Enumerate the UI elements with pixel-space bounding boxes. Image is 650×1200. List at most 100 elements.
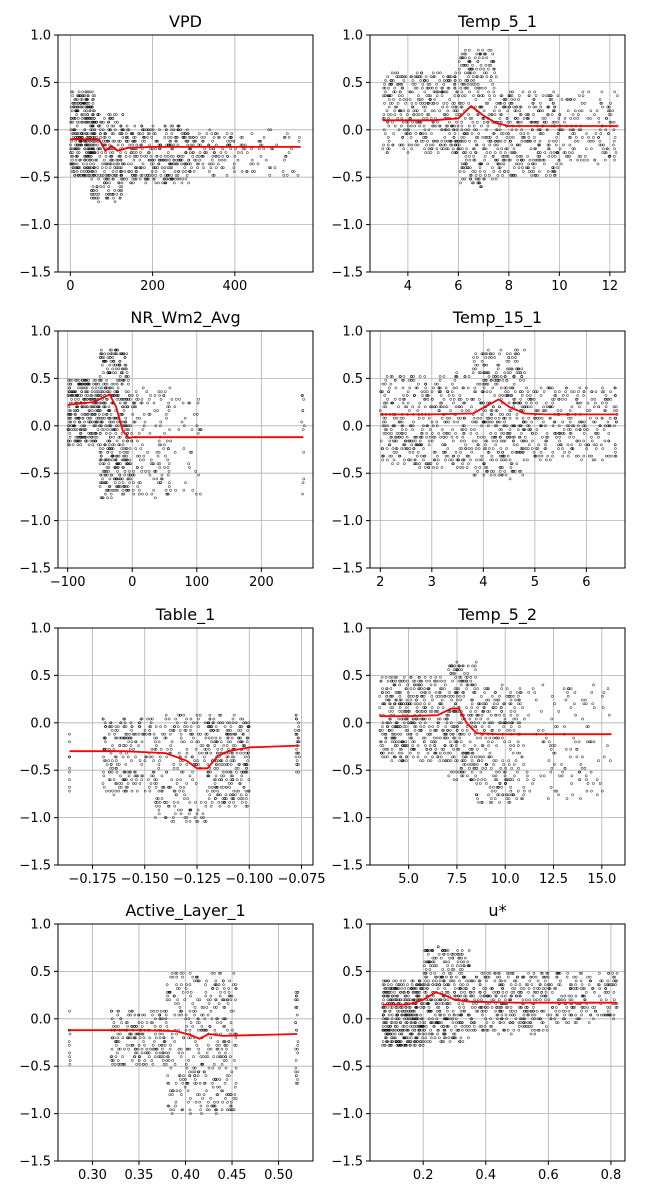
data-point [387,105,391,109]
data-point [396,117,400,120]
data-point [91,443,95,447]
data-point [79,101,83,105]
data-point [116,386,120,390]
data-point [101,413,105,416]
data-point [262,147,266,151]
data-point [513,98,516,101]
data-point [522,409,525,412]
data-point [105,378,108,382]
data-point [229,725,233,728]
data-point [158,759,162,763]
data-point [96,443,100,447]
data-point [181,177,185,181]
data-point [262,136,266,139]
data-point [102,181,106,185]
data-point [572,390,576,394]
data-point [503,371,507,375]
data-point [445,105,449,109]
data-point [132,492,136,496]
data-point [83,94,87,98]
data-point [445,101,449,105]
data-point [89,151,93,154]
data-point [405,394,409,397]
data-point [468,90,471,94]
data-point [165,128,168,132]
data-point [91,158,94,162]
data-point [399,75,402,79]
data-point [423,101,427,105]
data-point [74,158,78,162]
data-point [168,732,172,736]
data-point [147,397,151,401]
data-point [614,405,618,409]
data-point [197,717,200,721]
data-point [391,120,394,124]
data-point [87,435,91,439]
data-point [459,63,463,67]
data-point [493,151,497,154]
data-point [169,124,173,128]
data-point [180,420,184,424]
data-point [441,450,445,454]
data-point [385,375,389,378]
data-point [188,466,191,469]
data-point [69,143,72,147]
data-point [132,181,135,185]
data-point [120,192,123,196]
data-point [529,401,533,405]
data-point [109,413,113,416]
data-point [429,151,433,154]
data-point [165,158,168,162]
data-point [552,139,555,143]
data-point [187,136,191,139]
data-point [128,394,131,397]
data-point [220,747,224,751]
data-point [489,79,493,82]
data-point [125,778,128,782]
data-point [93,192,96,196]
data-point [464,56,467,60]
data-point [496,173,500,177]
data-point [222,763,226,766]
data-point [561,420,565,424]
data-point [435,466,439,469]
data-point [214,154,218,158]
data-point [200,751,204,755]
data-point [118,450,122,454]
data-point [168,158,171,162]
data-point [402,462,406,466]
data-point [418,101,422,105]
data-point [586,401,590,405]
data-point [73,128,77,132]
data-point [249,162,253,166]
data-point [205,132,209,135]
data-point [554,143,558,147]
data-point [497,416,501,420]
data-point [153,409,157,412]
data-point [425,432,428,435]
data-point [240,151,244,154]
data-point [201,744,205,747]
data-point [185,725,189,728]
data-point [122,409,126,412]
data-point [121,143,124,147]
data-point [88,151,92,154]
data-point [103,390,106,394]
data-point [408,90,412,94]
data-point [198,132,201,135]
data-point [480,124,483,128]
data-point [227,782,231,785]
data-point [68,435,72,439]
data-point [422,458,425,462]
data-point [226,740,230,744]
data-point [436,139,440,143]
data-point [498,394,502,397]
data-point [521,166,524,170]
data-point [118,782,121,785]
data-point [76,117,80,120]
data-point [432,466,435,469]
data-point [129,181,133,185]
data-point [583,158,586,162]
data-point [555,435,558,439]
